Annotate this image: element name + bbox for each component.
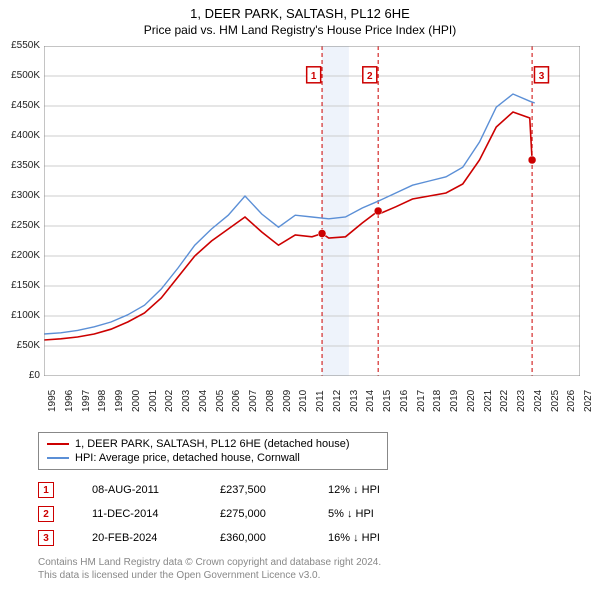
x-tick-label: 2024 (533, 390, 544, 412)
legend-item: 1, DEER PARK, SALTASH, PL12 6HE (detache… (47, 437, 379, 451)
x-tick-label: 2003 (181, 390, 192, 412)
chart-svg: 1 2 3 (44, 46, 580, 376)
x-tick-label: 2008 (265, 390, 276, 412)
sale-price: £237,500 (220, 484, 290, 496)
y-tick-label: £300K (0, 190, 40, 201)
svg-text:2: 2 (367, 71, 373, 82)
chart-subtitle: Price paid vs. HM Land Registry's House … (0, 21, 600, 37)
legend-label: HPI: Average price, detached house, Corn… (75, 452, 300, 464)
svg-text:1: 1 (311, 71, 317, 82)
chart-container: 1, DEER PARK, SALTASH, PL12 6HE Price pa… (0, 0, 600, 590)
y-tick-label: £350K (0, 160, 40, 171)
sales-row: 2 11-DEC-2014 £275,000 5% ↓ HPI (38, 502, 408, 526)
x-tick-label: 2020 (466, 390, 477, 412)
x-tick-label: 2001 (148, 390, 159, 412)
sales-row: 3 20-FEB-2024 £360,000 16% ↓ HPI (38, 526, 408, 550)
x-tick-label: 1998 (97, 390, 108, 412)
legend-swatch (47, 457, 69, 459)
sales-table: 1 08-AUG-2011 £237,500 12% ↓ HPI 2 11-DEC-201… (38, 478, 408, 550)
sale-hpi-diff: 16% ↓ HPI (328, 532, 408, 544)
x-tick-label: 1999 (114, 390, 125, 412)
footer-line-1: Contains HM Land Registry data © Crown c… (38, 556, 381, 569)
svg-text:3: 3 (539, 71, 545, 82)
y-tick-label: £200K (0, 250, 40, 261)
x-tick-label: 2014 (365, 390, 376, 412)
sale-marker-number: 3 (38, 530, 54, 546)
x-tick-label: 2027 (583, 390, 594, 412)
x-tick-label: 2021 (483, 390, 494, 412)
sale-price: £360,000 (220, 532, 290, 544)
x-tick-label: 2017 (416, 390, 427, 412)
x-tick-label: 1996 (64, 390, 75, 412)
legend-box: 1, DEER PARK, SALTASH, PL12 6HE (detache… (38, 432, 388, 470)
x-tick-label: 2022 (499, 390, 510, 412)
y-tick-label: £550K (0, 40, 40, 51)
sale-marker-number: 1 (38, 482, 54, 498)
footer-text: Contains HM Land Registry data © Crown c… (38, 556, 381, 582)
x-tick-label: 2009 (282, 390, 293, 412)
sale-hpi-diff: 12% ↓ HPI (328, 484, 408, 496)
y-tick-label: £0 (0, 370, 40, 381)
legend-label: 1, DEER PARK, SALTASH, PL12 6HE (detache… (75, 438, 350, 450)
x-tick-label: 2010 (298, 390, 309, 412)
y-tick-label: £50K (0, 340, 40, 351)
sale-date: 20-FEB-2024 (92, 532, 182, 544)
x-tick-label: 2000 (131, 390, 142, 412)
sale-price: £275,000 (220, 508, 290, 520)
sale-hpi-diff: 5% ↓ HPI (328, 508, 408, 520)
x-tick-label: 2011 (315, 390, 326, 412)
x-tick-label: 2015 (382, 390, 393, 412)
y-tick-label: £100K (0, 310, 40, 321)
x-tick-label: 2019 (449, 390, 460, 412)
y-tick-label: £400K (0, 130, 40, 141)
legend-swatch (47, 443, 69, 445)
chart-plot-area: 1 2 3 (44, 46, 580, 376)
x-tick-label: 2026 (566, 390, 577, 412)
y-tick-label: £150K (0, 280, 40, 291)
x-tick-label: 1997 (81, 390, 92, 412)
x-tick-label: 2012 (332, 390, 343, 412)
x-tick-label: 2007 (248, 390, 259, 412)
x-tick-label: 2023 (516, 390, 527, 412)
x-tick-label: 2005 (215, 390, 226, 412)
x-axis-labels: 1995 1996 1997 1998 1999 2000 2001 2002 2003 2004… (44, 380, 580, 430)
chart-title: 1, DEER PARK, SALTASH, PL12 6HE (0, 0, 600, 21)
footer-line-2: This data is licensed under the Open Gov… (38, 569, 381, 582)
x-tick-label: 2013 (349, 390, 360, 412)
x-tick-label: 2006 (231, 390, 242, 412)
y-tick-label: £500K (0, 70, 40, 81)
sales-row: 1 08-AUG-2011 £237,500 12% ↓ HPI (38, 478, 408, 502)
x-tick-label: 2018 (432, 390, 443, 412)
x-tick-label: 2004 (198, 390, 209, 412)
x-tick-label: 1995 (47, 390, 58, 412)
sale-marker-number: 2 (38, 506, 54, 522)
x-tick-label: 2002 (164, 390, 175, 412)
x-tick-label: 2025 (550, 390, 561, 412)
x-tick-label: 2016 (399, 390, 410, 412)
y-tick-label: £450K (0, 100, 40, 111)
legend-item: HPI: Average price, detached house, Corn… (47, 451, 379, 465)
sale-date: 11-DEC-2014 (92, 508, 182, 520)
sale-date: 08-AUG-2011 (92, 484, 182, 496)
y-tick-label: £250K (0, 220, 40, 231)
